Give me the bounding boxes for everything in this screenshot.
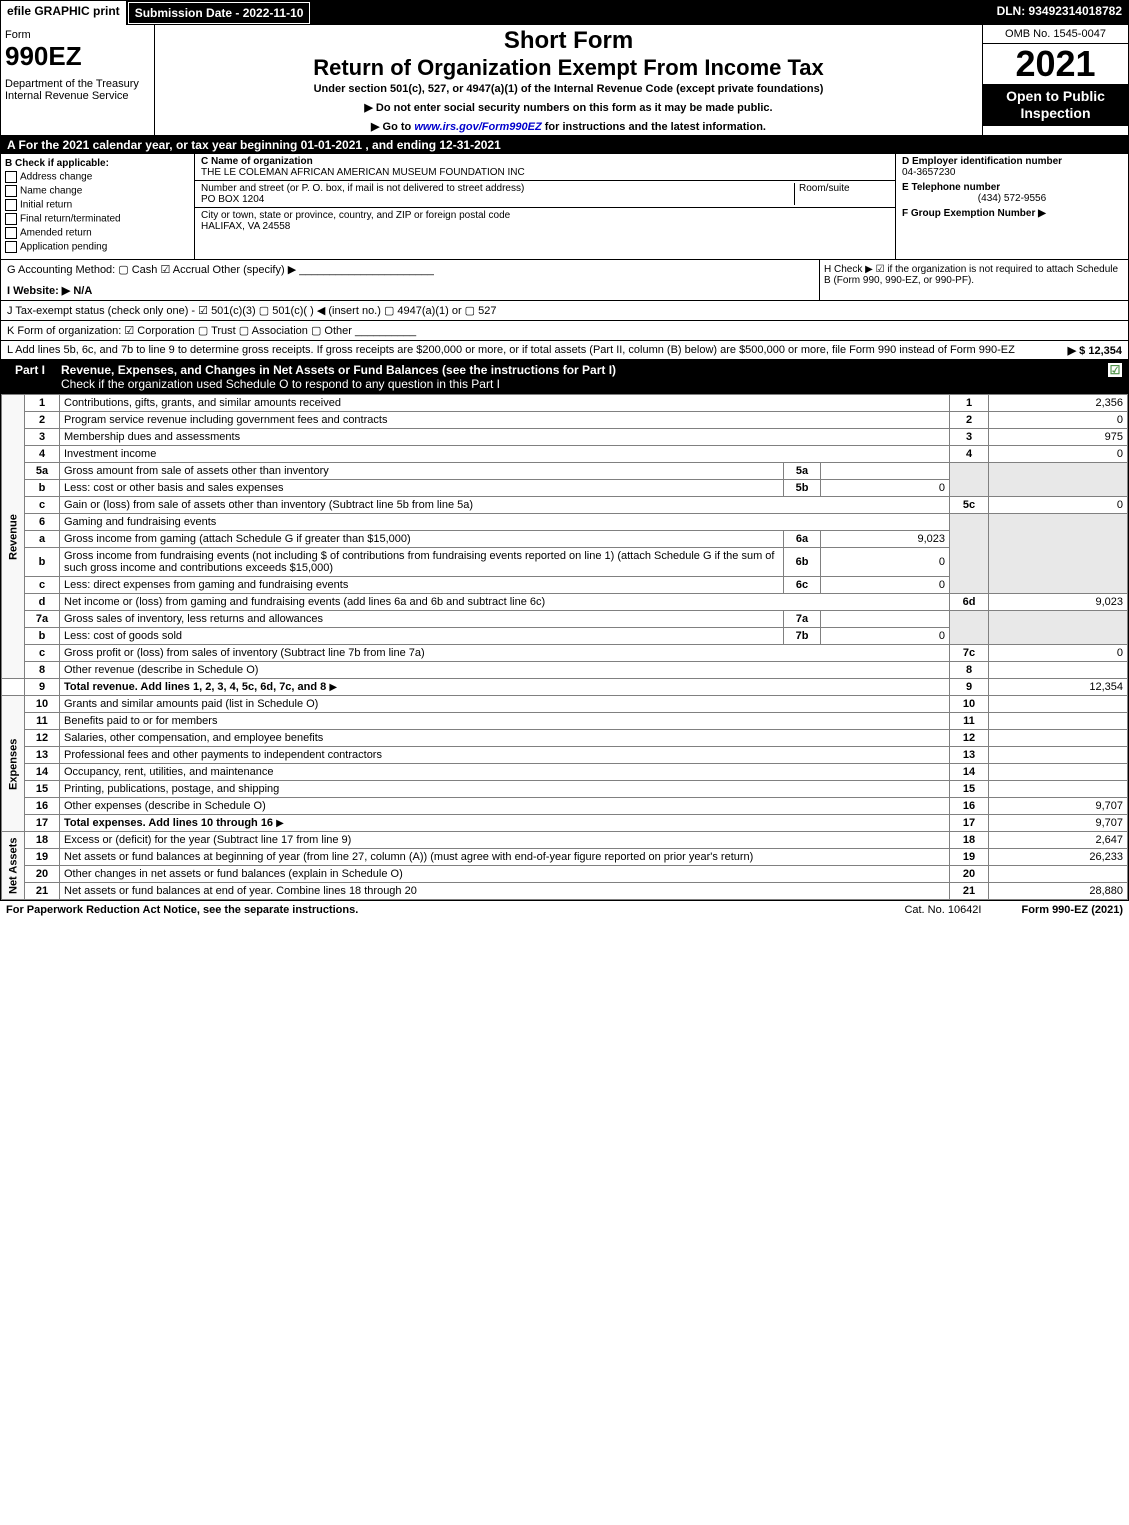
netassets-side-label: Net Assets [2,832,25,900]
c-name-label: C Name of organization [201,156,313,167]
footer-cat: Cat. No. 10642I [904,904,981,916]
c-city-cell: City or town, state or province, country… [195,208,895,234]
revenue-side-label: Revenue [2,395,25,679]
cb-name-change[interactable]: Name change [5,185,190,197]
footer-left: For Paperwork Reduction Act Notice, see … [6,904,358,916]
header-center: Short Form Return of Organization Exempt… [155,25,982,135]
short-form-title: Short Form [161,27,976,55]
under-section: Under section 501(c), 527, or 4947(a)(1)… [161,83,976,95]
h-schedule-b: H Check ▶ ☑ if the organization is not r… [819,260,1128,300]
row-1-value: 2,356 [989,395,1128,412]
efile-label[interactable]: efile GRAPHIC print [1,1,127,25]
city-value: HALIFAX, VA 24558 [201,221,290,232]
part-i-sub: Check if the organization used Schedule … [61,377,500,391]
l-gross-receipts: L Add lines 5b, 6c, and 7b to line 9 to … [1,341,1128,360]
cb-address-change[interactable]: Address change [5,171,190,183]
k-form-org: K Form of organization: ☑ Corporation ▢ … [1,321,1128,341]
cb-application-pending[interactable]: Application pending [5,241,190,253]
i-website: I Website: ▶ N/A [7,285,92,297]
c-street-cell: Number and street (or P. O. box, if mail… [195,181,895,208]
header-right: OMB No. 1545-0047 2021 Open to Public In… [982,25,1128,135]
ein-label: D Employer identification number [902,156,1122,167]
section-bcdef: B Check if applicable: Address change Na… [1,154,1128,260]
dept-treasury: Department of the Treasury [5,78,150,90]
ein-value: 04-3657230 [902,167,1122,178]
cb-initial-return[interactable]: Initial return [5,199,190,211]
j-tax-exempt: J Tax-exempt status (check only one) - ☑… [1,301,1128,321]
no-ssn-note: ▶ Do not enter social security numbers o… [161,101,976,114]
omb-number: OMB No. 1545-0047 [983,25,1128,44]
part-i-check[interactable]: ☑ [1108,363,1122,377]
header-left: Form 990EZ Department of the Treasury In… [1,25,155,135]
return-title: Return of Organization Exempt From Incom… [161,55,976,81]
col-c: C Name of organization THE LE COLEMAN AF… [195,154,895,259]
phone-value: (434) 572-9556 [902,193,1122,204]
part-i-label: Part I [7,363,53,391]
form-990ez-container: efile GRAPHIC print Submission Date - 20… [0,0,1129,901]
irs-label: Internal Revenue Service [5,90,150,102]
open-public-badge: Open to Public Inspection [983,84,1128,126]
goto-link[interactable]: ▶ Go to www.irs.gov/Form990EZ for instru… [161,120,976,133]
submission-date: Submission Date - 2022-11-10 [128,2,311,24]
row-a-tax-year: A For the 2021 calendar year, or tax yea… [1,136,1128,154]
footer-form: Form 990-EZ (2021) [1022,904,1124,916]
street-label: Number and street (or P. O. box, if mail… [201,183,524,194]
b-title: B Check if applicable: [5,158,190,169]
col-b: B Check if applicable: Address change Na… [1,154,195,259]
dln: DLN: 93492314018782 [991,1,1128,25]
top-bar: efile GRAPHIC print Submission Date - 20… [1,1,1128,25]
group-exemption-label: F Group Exemption Number ▶ [902,208,1122,219]
tax-year: 2021 [983,44,1128,84]
g-accounting-method: G Accounting Method: ▢ Cash ☑ Accrual Ot… [7,263,813,276]
header-row: Form 990EZ Department of the Treasury In… [1,25,1128,136]
l-amount: ▶ $ 12,354 [1068,344,1122,357]
part-i-title: Revenue, Expenses, and Changes in Net As… [61,363,616,377]
form-word: Form [5,29,150,41]
room-label: Room/suite [799,183,850,194]
row-1-text: Contributions, gifts, grants, and simila… [60,395,950,412]
form-number: 990EZ [5,41,150,72]
part-i-header: Part I Revenue, Expenses, and Changes in… [1,360,1128,394]
col-def: D Employer identification number 04-3657… [895,154,1128,259]
street-value: PO BOX 1204 [201,194,264,205]
cb-final-return[interactable]: Final return/terminated [5,213,190,225]
irs-link[interactable]: www.irs.gov/Form990EZ [414,121,541,133]
org-name: THE LE COLEMAN AFRICAN AMERICAN MUSEUM F… [201,167,525,178]
cb-amended-return[interactable]: Amended return [5,227,190,239]
c-name-cell: C Name of organization THE LE COLEMAN AF… [195,154,895,181]
footer: For Paperwork Reduction Act Notice, see … [0,901,1129,919]
phone-label: E Telephone number [902,182,1122,193]
city-label: City or town, state or province, country… [201,210,510,221]
expenses-side-label: Expenses [2,696,25,832]
part-i-table: Revenue 1 Contributions, gifts, grants, … [1,394,1128,900]
